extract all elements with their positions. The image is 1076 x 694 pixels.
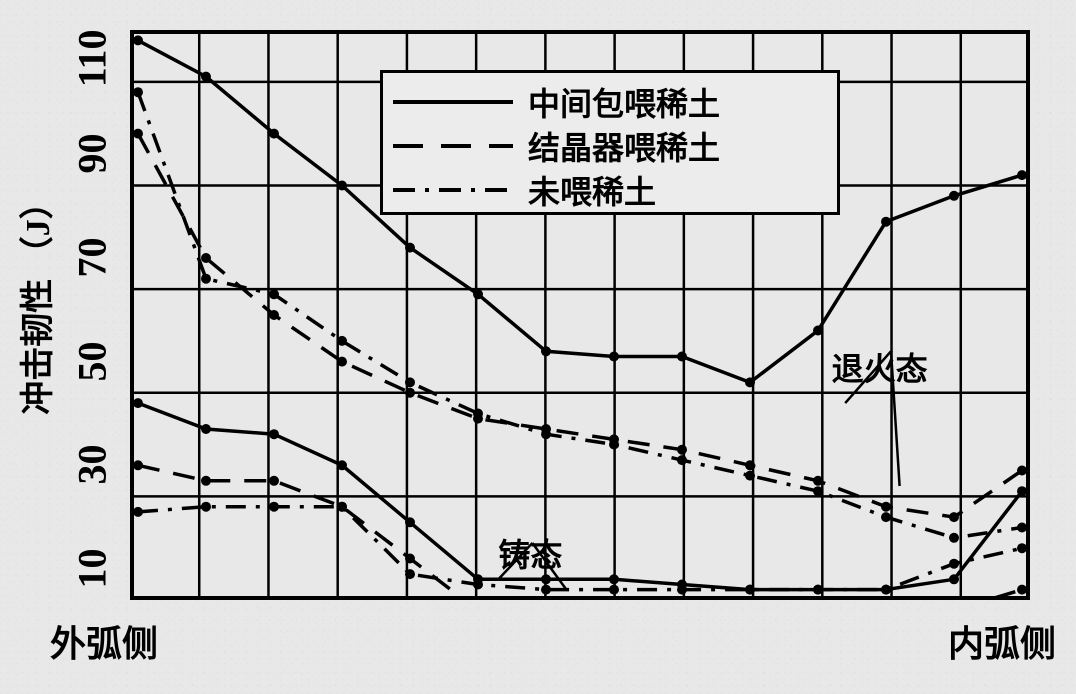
- x-label-right: 内弧侧: [948, 615, 1056, 667]
- y-tick-90: 90: [69, 134, 116, 194]
- y-tick-50: 50: [69, 342, 116, 402]
- legend-label-2: 未喂稀土: [528, 167, 656, 213]
- legend-row-0: 中间包喂稀土: [393, 79, 833, 124]
- legend-row-2: 未喂稀土: [393, 167, 833, 212]
- legend-sample-dash: [393, 131, 513, 161]
- legend-row-1: 结晶器喂稀土: [393, 123, 833, 168]
- annotation-ascast: 铸态: [498, 530, 562, 576]
- annotation-annealed: 退火态: [832, 344, 928, 390]
- legend-label-0: 中间包喂稀土: [528, 79, 720, 125]
- legend-sample-solid: [393, 87, 513, 117]
- legend-label-1: 结晶器喂稀土: [528, 123, 720, 169]
- y-tick-10: 10: [69, 549, 116, 609]
- x-label-left: 外弧侧: [50, 615, 158, 667]
- y-axis-label: 冲击韧性 （J）: [10, 185, 59, 415]
- y-tick-110: 110: [69, 30, 116, 90]
- y-tick-70: 70: [69, 238, 116, 298]
- y-tick-30: 30: [69, 445, 116, 505]
- legend-box: 中间包喂稀土 结晶器喂稀土 未喂稀土: [380, 70, 840, 215]
- legend-sample-dashdot: [393, 175, 513, 205]
